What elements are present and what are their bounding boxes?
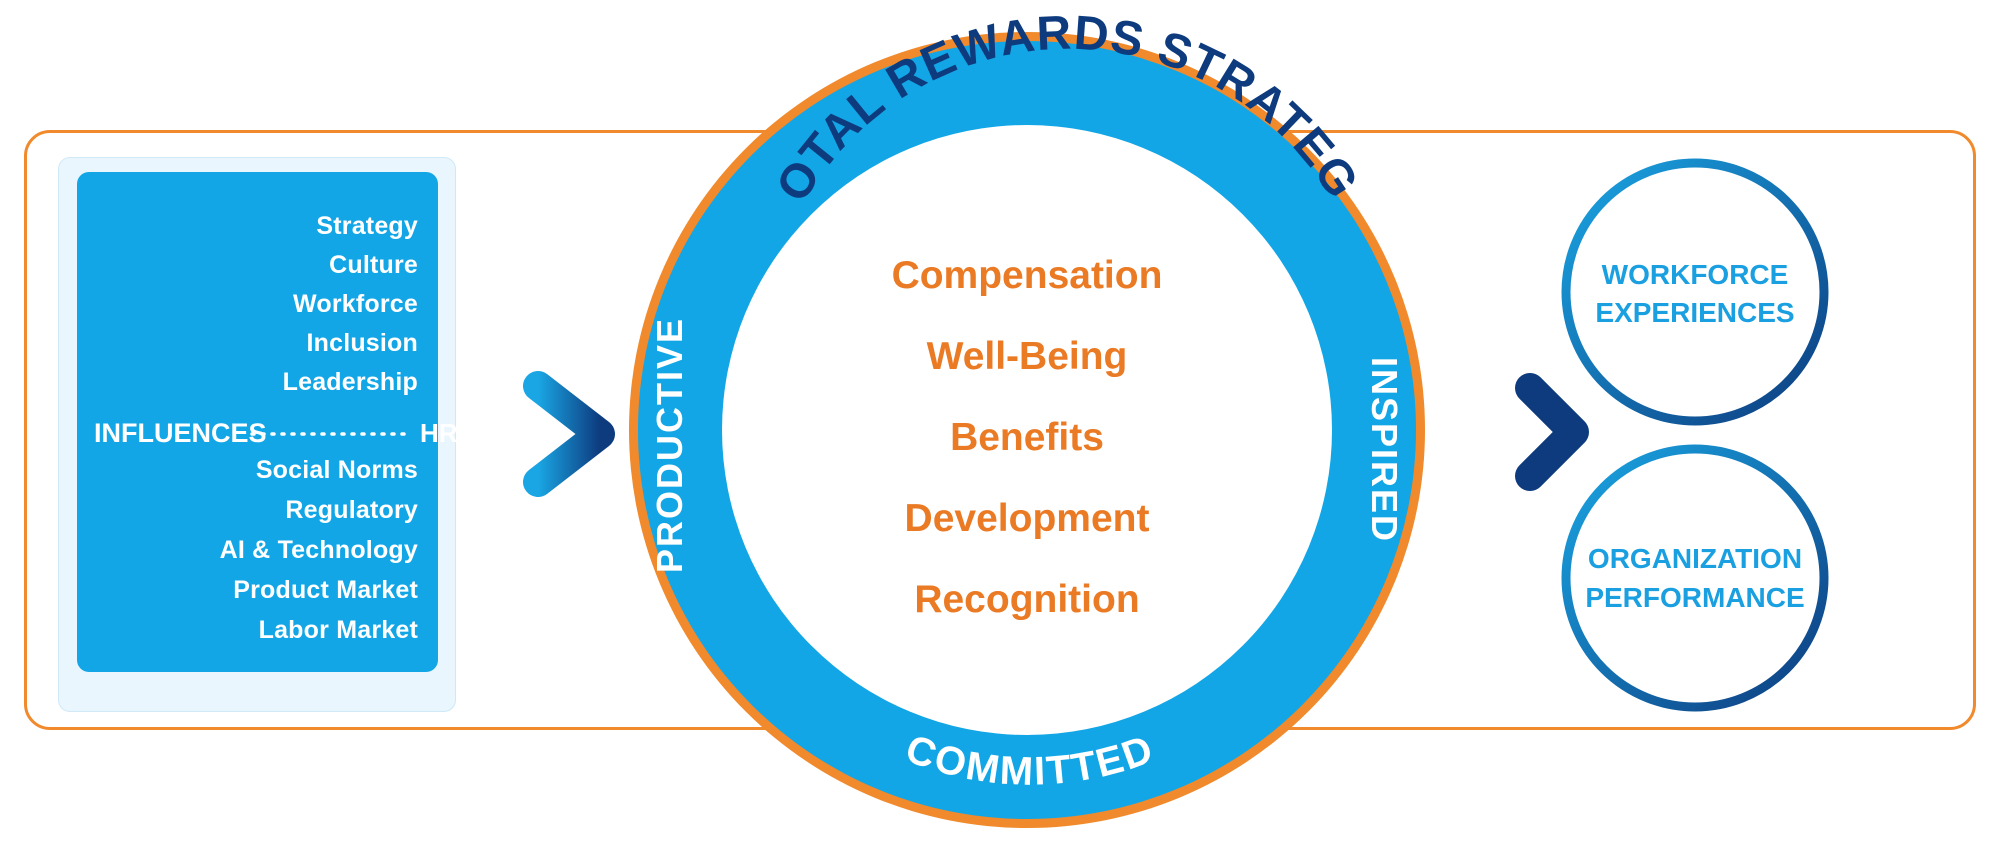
influences-panel [77,172,438,672]
outcome-line: WORKFORCE [1602,259,1789,290]
outcome-line: ORGANIZATION [1588,543,1802,574]
outcome-circle-organization [1561,444,1829,712]
factor-item: Strategy [316,212,418,240]
outcome-line: PERFORMANCE [1585,582,1804,613]
factor-item: Social Norms [255,456,418,484]
factor-item: AI & Technology [219,536,418,564]
reward-element: Development [905,497,1150,540]
reward-element: Compensation [892,254,1163,297]
ring-inner-disc [722,125,1332,735]
factor-item: Workforce [293,290,418,318]
influences-label: INFLUENCES [94,418,267,448]
outcome-line: EXPERIENCES [1595,297,1794,328]
factor-item: Leadership [282,368,418,396]
ring-label-inspired: INSPIRED [1364,357,1405,543]
arrow-to-outcomes-icon [1437,373,1589,491]
outcome-circle-workforce [1561,158,1829,426]
factor-item: Regulatory [285,496,418,524]
arrow-to-ring-icon [523,371,615,497]
reward-element: Recognition [914,578,1139,621]
ring-label-productive: PRODUCTIVE [649,317,690,573]
factor-item: Product Market [233,576,418,604]
reward-element: Benefits [950,416,1104,459]
factor-item: Culture [329,251,418,279]
influence-factor-list: Strategy Culture Workforce Inclusion Lea… [77,172,418,672]
factor-item: Inclusion [306,329,418,357]
factor-item: Labor Market [258,616,418,644]
reward-element: Well-Being [927,335,1128,378]
